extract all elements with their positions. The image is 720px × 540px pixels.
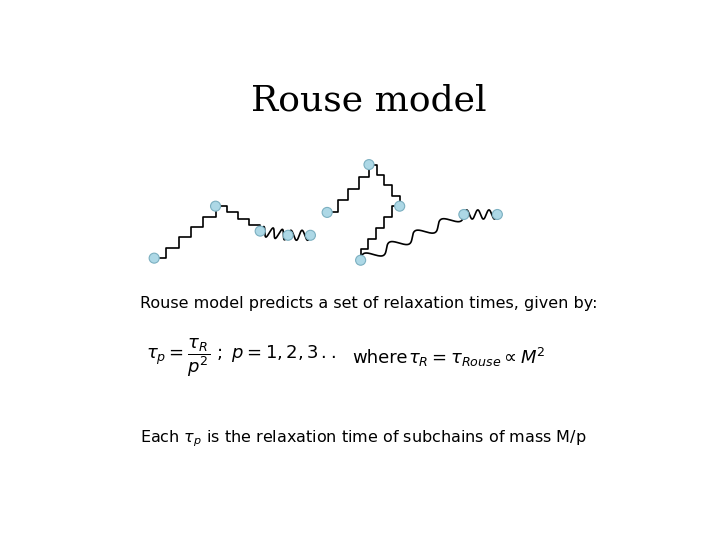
- Ellipse shape: [149, 253, 159, 263]
- Text: Each $\tau_p$ is the relaxation time of subchains of mass M/p: Each $\tau_p$ is the relaxation time of …: [140, 429, 587, 449]
- Ellipse shape: [356, 255, 366, 265]
- Ellipse shape: [255, 226, 265, 236]
- Ellipse shape: [364, 160, 374, 170]
- Ellipse shape: [492, 210, 503, 219]
- Text: Rouse model: Rouse model: [251, 84, 487, 118]
- Ellipse shape: [395, 201, 405, 211]
- Text: $\tau_p = \dfrac{\tau_R}{p^2}\ ;\ p = 1, 2, 3\,..$: $\tau_p = \dfrac{\tau_R}{p^2}\ ;\ p = 1,…: [145, 336, 336, 379]
- Text: Rouse model predicts a set of relaxation times, given by:: Rouse model predicts a set of relaxation…: [140, 296, 598, 312]
- Ellipse shape: [283, 230, 293, 240]
- Text: $\tau_R = \tau_{Rouse} \propto M^2$: $\tau_R = \tau_{Rouse} \propto M^2$: [408, 346, 546, 369]
- Ellipse shape: [322, 207, 332, 218]
- Ellipse shape: [210, 201, 220, 211]
- Text: where: where: [352, 349, 408, 367]
- Ellipse shape: [459, 210, 469, 219]
- Ellipse shape: [305, 230, 315, 240]
